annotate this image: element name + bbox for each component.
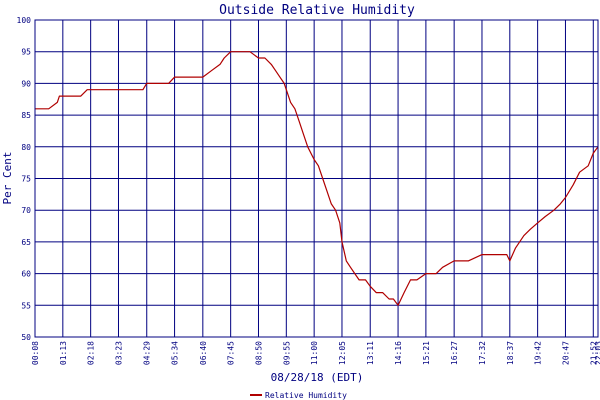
y-tick-label: 85 (21, 111, 31, 120)
x-tick-label: 13:11 (366, 341, 375, 365)
x-tick-label: 07:45 (227, 341, 236, 365)
y-tick-label: 70 (21, 206, 31, 215)
y-tick-label: 60 (21, 270, 31, 279)
x-tick-label: 08:50 (254, 341, 263, 365)
x-tick-label: 18:37 (506, 341, 515, 365)
x-tick-label: 09:55 (282, 341, 291, 365)
x-tick-label: 02:18 (87, 341, 96, 365)
y-axis-label: Per Cent (1, 152, 14, 205)
x-tick-label: 14:16 (394, 341, 403, 365)
series-group (35, 51, 599, 306)
x-tick-label: 17:32 (478, 341, 487, 365)
y-tick-label: 95 (21, 48, 31, 57)
grid (34, 19, 599, 338)
x-tick-label: 01:13 (59, 341, 68, 365)
x-tick-label: 03:23 (114, 341, 123, 365)
chart-title: Outside Relative Humidity (219, 3, 415, 18)
y-tick-labels: 50 55 60 65 70 75 80 85 90 95 100 (17, 16, 32, 342)
x-tick-label: 06:40 (199, 341, 208, 365)
x-tick-label: 15:21 (422, 341, 431, 365)
plot-frame (34, 19, 599, 338)
x-tick-label: 11:00 (310, 341, 319, 365)
y-tick-label: 80 (21, 143, 31, 152)
series-line (35, 51, 599, 306)
legend-label: Relative Humidity (265, 391, 347, 400)
x-axis-label: 08/28/18 (EDT) (271, 371, 364, 384)
x-tick-label: 22:03 (594, 341, 600, 365)
legend: Relative Humidity (250, 391, 347, 400)
x-tick-label: 21:52 (589, 341, 598, 365)
y-tick-label: 50 (21, 333, 31, 342)
x-tick-label: 05:34 (171, 341, 180, 365)
x-tick-label: 04:29 (143, 341, 152, 365)
y-tick-label: 75 (21, 175, 31, 184)
x-tick-label: 12:05 (338, 341, 347, 365)
x-tick-label: 19:42 (534, 341, 543, 365)
x-tick-label: 20:47 (561, 341, 570, 365)
y-tick-label: 65 (21, 238, 31, 247)
x-tick-labels: 00:08 01:13 02:18 03:23 04:29 05:34 06:40 07:45… (31, 341, 600, 365)
y-tick-label: 100 (17, 16, 32, 25)
x-tick-label: 16:27 (450, 341, 459, 365)
x-tick-label: 00:08 (31, 341, 40, 365)
y-tick-label: 55 (21, 301, 31, 310)
y-tick-label: 90 (21, 79, 31, 88)
